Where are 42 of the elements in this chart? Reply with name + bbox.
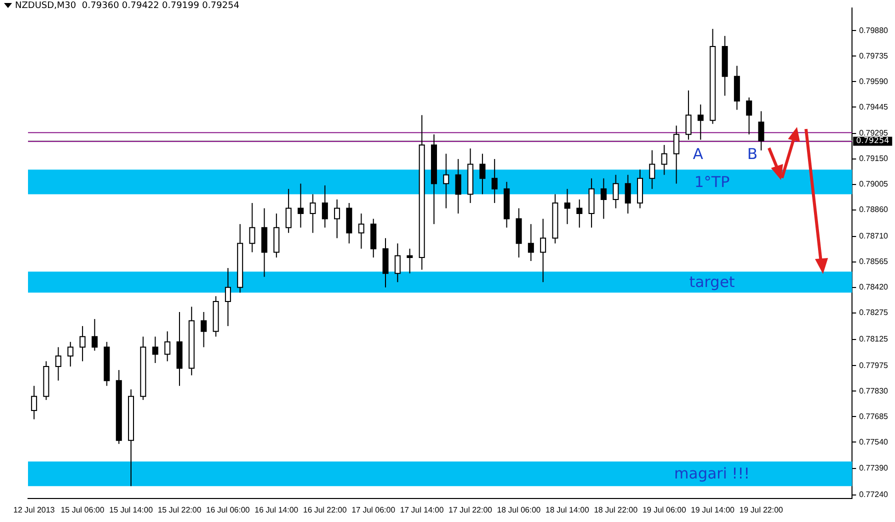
y-tick-label: 0.79295 [859,128,889,138]
x-tick-label: 18 Jul 22:00 [594,505,638,514]
y-tick-label: 0.77240 [859,490,889,500]
y-tick-label: 0.77390 [859,464,889,473]
ref-line-label: 0.79254 [856,136,890,145]
y-tick-label: 0.78565 [859,257,889,266]
y-tick-label: 0.77540 [859,437,889,446]
x-tick-label: 18 Jul 14:00 [545,505,590,514]
x-tick-label: 16 Jul 22:00 [303,505,348,514]
y-tick-label: 0.78420 [859,282,889,292]
x-tick-label: 19 Jul 22:00 [739,505,784,514]
annotation: A [692,144,704,163]
y-tick-label: 0.79590 [859,76,889,86]
y-tick-label: 0.78710 [859,232,889,241]
x-tick-label: 15 Jul 06:00 [60,505,105,514]
x-tick-label: 17 Jul 14:00 [400,505,444,514]
annotation: B [747,144,758,163]
y-tick-label: 0.77975 [859,360,889,370]
y-tick-label: 0.78125 [859,334,889,344]
y-tick-label: 0.79735 [859,51,889,60]
x-tick-label: 17 Jul 06:00 [352,505,396,514]
x-tick-label: 16 Jul 14:00 [254,505,299,514]
chart-title: NZDUSD,M30 0.79360 0.79422 0.79199 0.79254 [15,1,240,11]
y-tick-label: 0.79445 [859,102,889,112]
x-tick-label: 15 Jul 22:00 [158,505,202,514]
y-tick-label: 0.78860 [859,205,889,214]
y-tick-label: 0.79880 [859,26,889,35]
y-tick-label: 0.78275 [859,308,889,318]
y-tick-label: 0.79150 [859,154,889,164]
band-label: magari !!! [674,464,750,483]
y-tick-label: 0.79005 [859,180,889,189]
x-tick-label: 17 Jul 22:00 [448,505,493,514]
x-tick-label: 15 Jul 14:00 [109,505,154,514]
band-label: target [689,273,735,292]
x-tick-label: 18 Jul 06:00 [497,505,542,514]
y-tick-label: 0.77685 [859,412,889,421]
x-tick-label: 12 Jul 2013 [13,505,56,514]
band-label: 1°TP [694,172,730,191]
x-tick-label: 19 Jul 14:00 [690,505,736,514]
y-tick-label: 0.77830 [859,386,889,396]
x-tick-label: 16 Jul 06:00 [206,505,250,514]
x-tick-label: 19 Jul 06:00 [642,505,687,514]
